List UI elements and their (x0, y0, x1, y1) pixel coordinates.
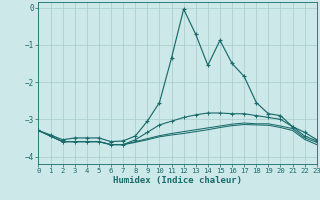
X-axis label: Humidex (Indice chaleur): Humidex (Indice chaleur) (113, 176, 242, 185)
